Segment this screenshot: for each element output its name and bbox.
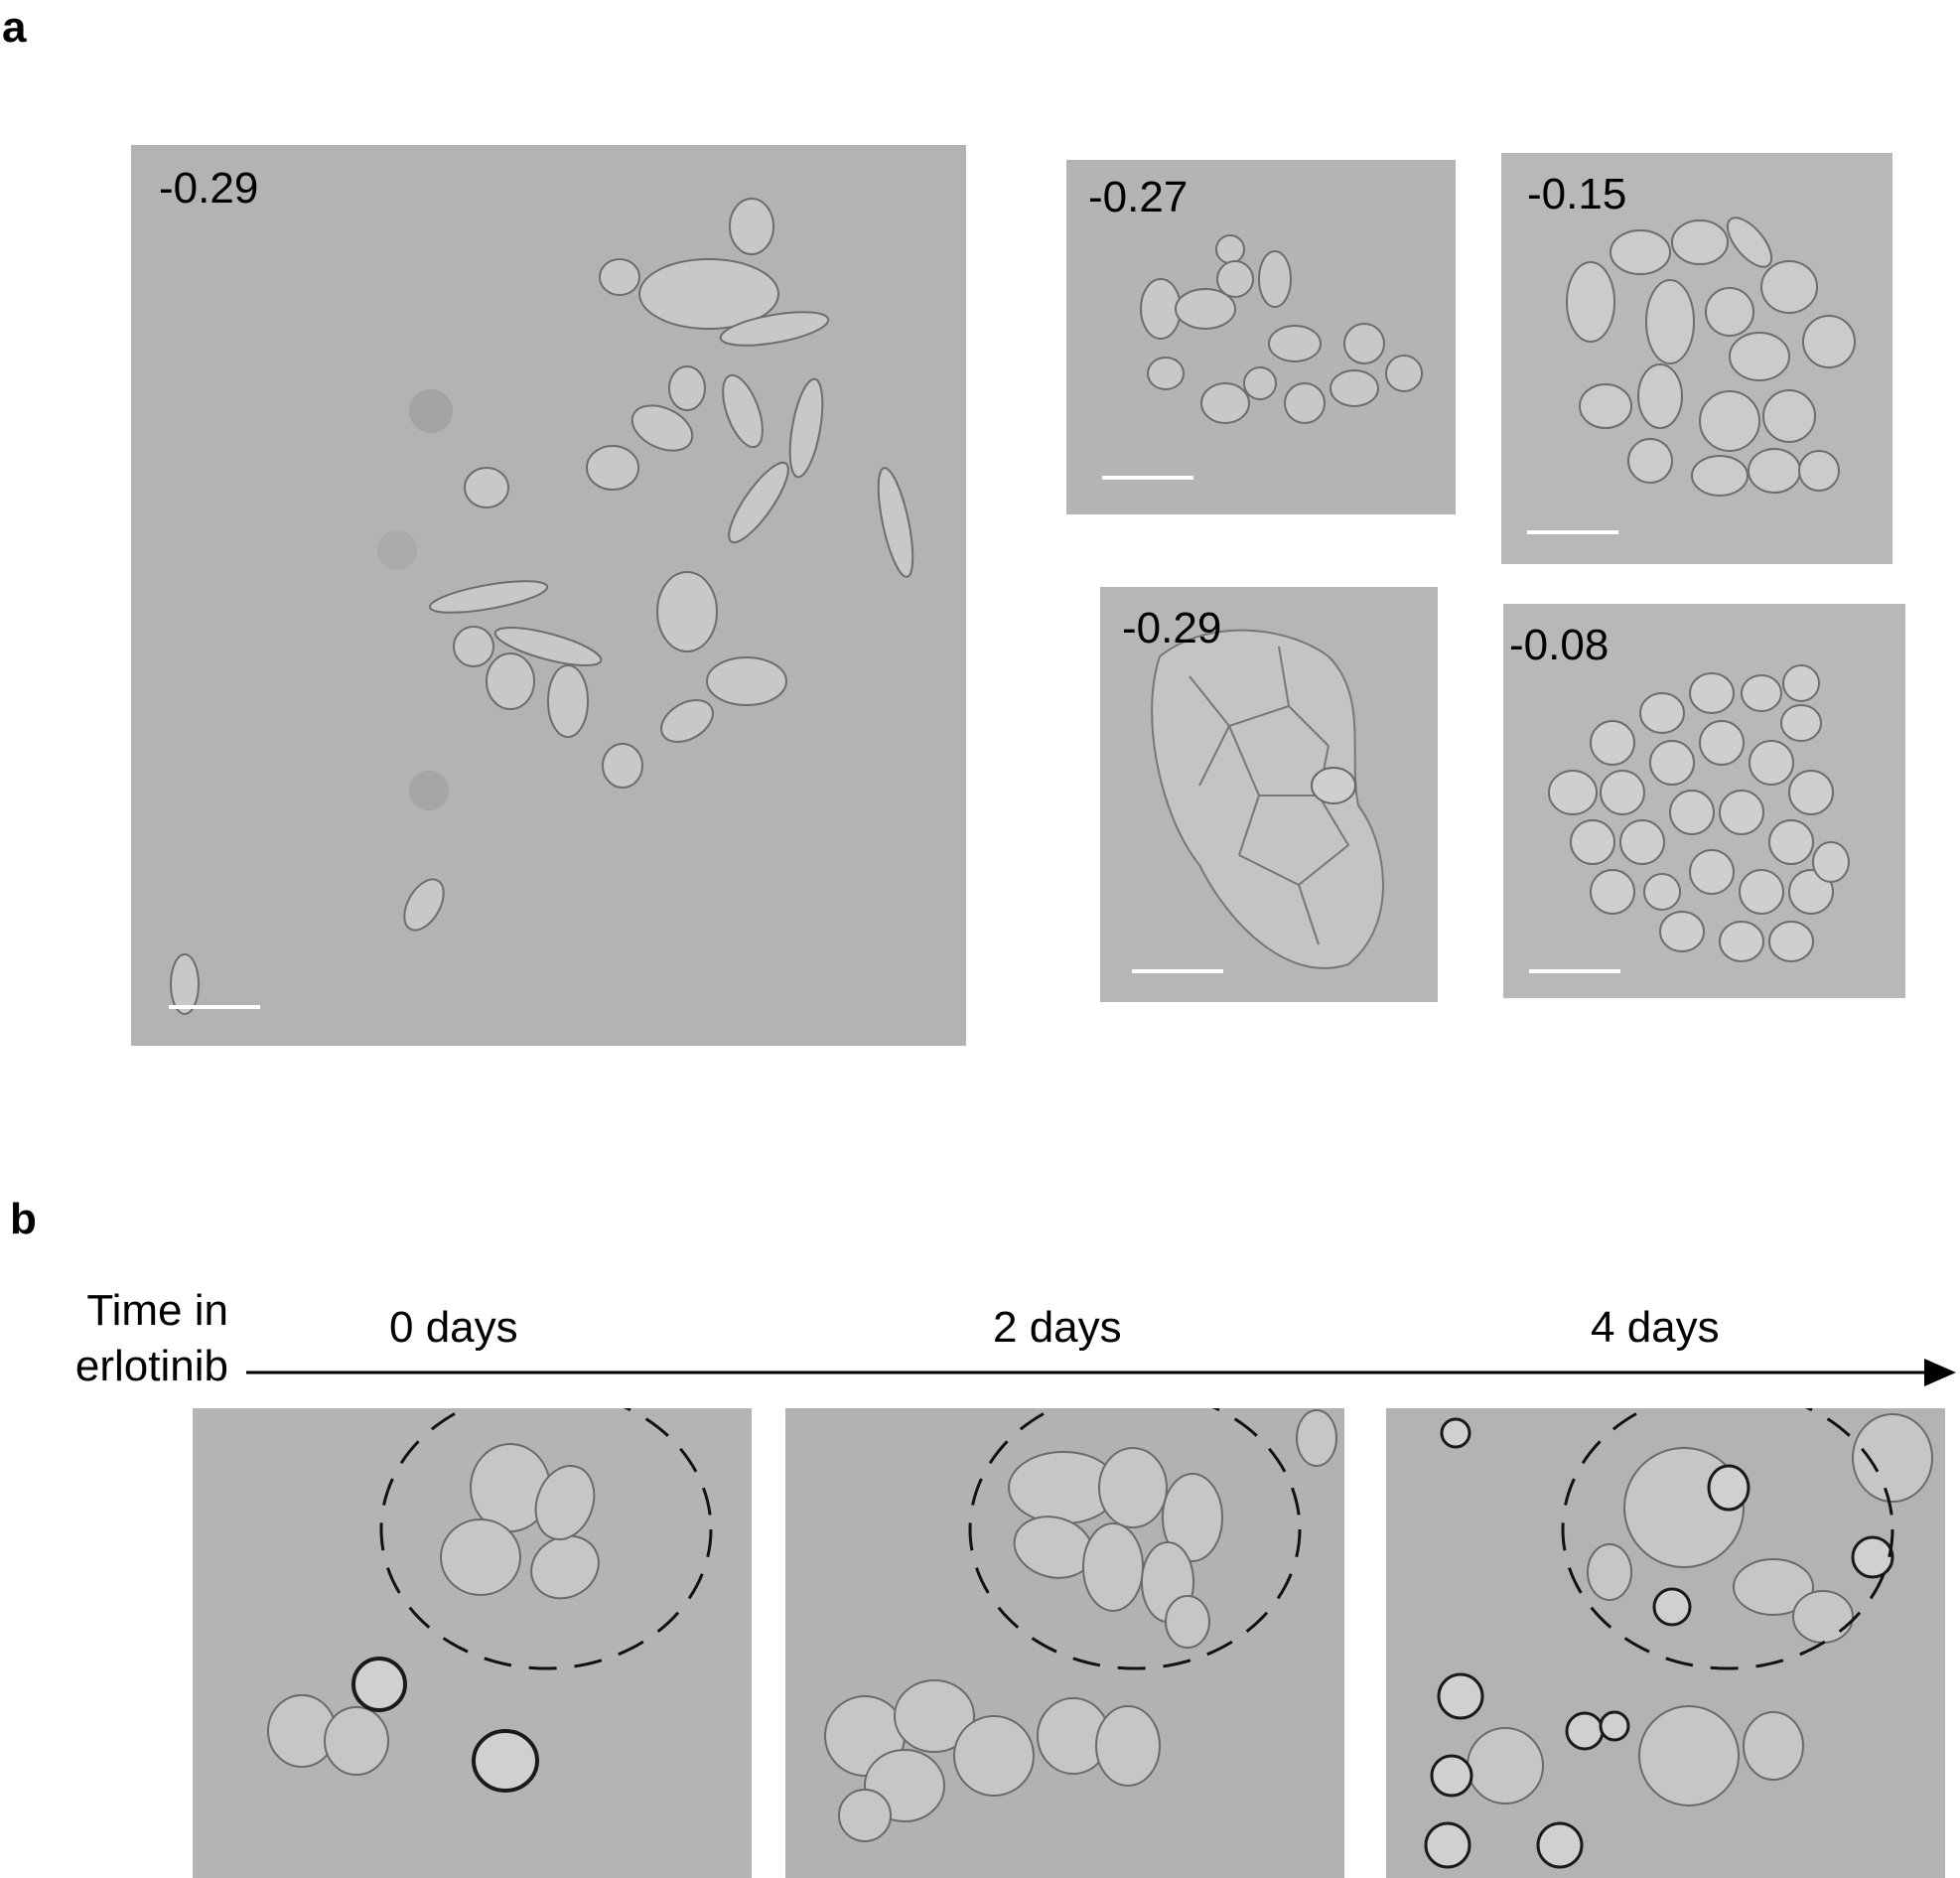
micrograph-a3: -0.15 [1501, 153, 1892, 564]
dashed-circle [968, 1408, 1302, 1670]
cell-cluster-image [1386, 1408, 1945, 1878]
micrograph-day-2 [785, 1408, 1344, 1878]
timeline-axis-title-line1: Time in [86, 1286, 228, 1335]
timepoint-label-4: 4 days [1591, 1303, 1720, 1352]
cell-cluster-image [193, 1408, 752, 1878]
dashed-circle [379, 1408, 713, 1670]
morphology-score: -0.29 [1122, 604, 1222, 652]
micrograph-day-4 [1386, 1408, 1945, 1878]
panel-a-letter: a [2, 3, 27, 52]
cell-cluster-image [1501, 153, 1892, 564]
cell-cluster-image [131, 145, 966, 1046]
scale-bar [169, 1005, 260, 1009]
dashed-circle [1561, 1408, 1894, 1670]
cell-cluster-image [785, 1408, 1344, 1878]
timepoint-label-2: 2 days [993, 1303, 1122, 1352]
scale-bar [1132, 969, 1223, 973]
micrograph-day-0 [193, 1408, 752, 1878]
morphology-score: -0.15 [1527, 170, 1627, 218]
scale-bar [1527, 530, 1618, 534]
timepoint-label-0: 0 days [389, 1303, 518, 1352]
timeline-arrow [246, 1359, 1956, 1386]
micrograph-a4: -0.29 [1100, 587, 1438, 1002]
micrograph-a1: -0.29 [131, 145, 966, 1046]
morphology-score: -0.27 [1088, 173, 1189, 221]
cell-cluster-image [1503, 604, 1905, 998]
cell-cluster-image [1100, 587, 1438, 1002]
cell-cluster-image [1066, 160, 1456, 514]
morphology-score: -0.29 [159, 164, 259, 213]
panel-b-letter: b [10, 1195, 37, 1243]
micrograph-a5: -0.08 [1503, 604, 1905, 998]
timeline-axis-title: Time in erlotinib [40, 1283, 228, 1394]
scale-bar [1529, 969, 1620, 973]
timeline-axis-title-line2: erlotinib [74, 1342, 228, 1390]
scale-bar [1102, 476, 1193, 480]
morphology-score: -0.08 [1509, 621, 1610, 669]
micrograph-a2: -0.27 [1066, 160, 1456, 514]
